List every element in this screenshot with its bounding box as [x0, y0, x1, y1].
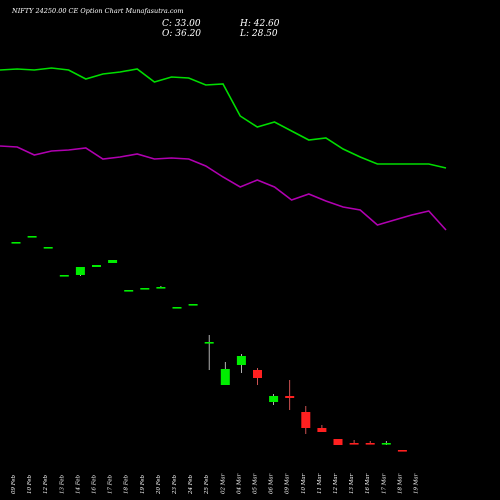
- x-tick-label: 18 Feb: [124, 474, 130, 494]
- candle-body: [108, 260, 118, 263]
- upper-indicator-line: [0, 67, 447, 169]
- candle-body: [92, 265, 101, 267]
- candle: [301, 406, 311, 434]
- candle-body: [397, 450, 407, 452]
- x-tick-label: 02 Mar: [220, 473, 226, 494]
- x-tick-label: 04 Mar: [236, 473, 242, 494]
- candle: [365, 441, 375, 445]
- candle: [156, 286, 166, 289]
- candle: [43, 247, 53, 249]
- high-value: H: 42.60: [240, 19, 280, 29]
- candle-body: [333, 439, 343, 445]
- candle: [172, 307, 182, 309]
- x-tick-label: 24 Feb: [188, 474, 194, 495]
- candle-body: [43, 247, 53, 249]
- x-tick-label: 18 Mar: [397, 473, 403, 494]
- candle: [140, 288, 150, 290]
- candle-body: [285, 396, 295, 398]
- candle-body: [317, 428, 327, 432]
- low-value: L: 28.50: [240, 29, 278, 39]
- candle-body: [220, 369, 230, 385]
- x-tick-label: 17 Feb: [108, 474, 114, 494]
- indicator-lines: [0, 67, 447, 231]
- x-tick-label: 09 Mar: [285, 473, 291, 494]
- candle-body: [140, 288, 150, 290]
- x-tick-label: 10 Mar: [301, 473, 307, 494]
- x-tick-label: 16 Feb: [92, 474, 98, 494]
- x-tick-label: 12 Mar: [333, 473, 339, 494]
- x-tick-label: 13 Mar: [349, 473, 355, 494]
- candle: [27, 236, 37, 238]
- x-tick-label: 19 Mar: [414, 473, 420, 494]
- candle: [92, 265, 101, 267]
- candle-body: [75, 267, 85, 275]
- candle-body: [204, 342, 214, 344]
- x-tick-label: 06 Mar: [269, 473, 275, 494]
- candle: [333, 439, 343, 445]
- candle-body: [301, 412, 311, 428]
- candle-body: [172, 307, 182, 309]
- x-tick-label: 05 Mar: [253, 473, 259, 494]
- candle: [317, 425, 327, 432]
- close-value: C: 33.00: [162, 19, 201, 29]
- x-tick-label: 12 Feb: [43, 474, 49, 494]
- candle: [59, 275, 69, 277]
- candle-body: [269, 396, 279, 402]
- chart-title: NIFTY 24250.00 CE Option Chart Munafasut…: [12, 7, 184, 15]
- candle-body: [381, 443, 391, 445]
- candle: [285, 380, 295, 410]
- candle: [220, 362, 230, 385]
- open-value: O: 36.20: [162, 29, 202, 39]
- x-tick-label: 10 Feb: [27, 474, 33, 494]
- candle: [108, 260, 118, 263]
- x-tick-label: 14 Feb: [75, 474, 81, 494]
- candle-body: [365, 443, 375, 445]
- candle-body: [253, 370, 262, 378]
- candle-body: [156, 287, 166, 289]
- x-tick-label: 11 Mar: [317, 473, 323, 494]
- candle: [11, 242, 21, 244]
- candle-body: [188, 304, 198, 306]
- x-tick-label: 20 Feb: [156, 474, 162, 495]
- x-axis-labels: 09 Feb 10 Feb 12 Feb 13 Feb 14 Feb 16 Feb 17 F…: [11, 473, 420, 495]
- x-tick-label: 19 Feb: [140, 474, 146, 494]
- candle: [397, 450, 407, 452]
- candle: [75, 267, 85, 276]
- candle-body: [349, 443, 359, 445]
- x-tick-label: 16 Mar: [365, 473, 371, 494]
- candle: [188, 304, 198, 306]
- x-tick-label: 09 Feb: [11, 474, 17, 494]
- candle: [253, 368, 262, 385]
- candle: [349, 440, 359, 445]
- candle: [124, 290, 134, 292]
- candle-body: [59, 275, 69, 277]
- x-tick-label: 13 Feb: [59, 474, 65, 494]
- candle: [381, 441, 391, 445]
- x-tick-label: 23 Feb: [172, 474, 178, 495]
- x-tick-label: 25 Feb: [204, 474, 210, 495]
- candle: [204, 335, 214, 370]
- candle: [236, 354, 246, 373]
- candle-body: [124, 290, 134, 292]
- candle-body: [236, 356, 246, 365]
- candles-group: [11, 236, 407, 452]
- candle-body: [27, 236, 37, 238]
- lower-indicator-line: [0, 145, 447, 231]
- candle-body: [11, 242, 21, 244]
- x-tick-label: 17 Mar: [381, 473, 387, 494]
- candle: [269, 394, 279, 405]
